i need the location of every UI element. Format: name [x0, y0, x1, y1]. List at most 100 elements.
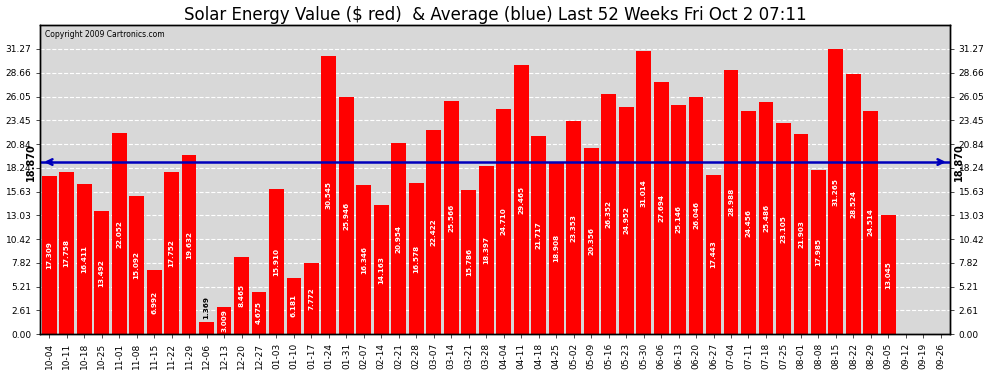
- Text: 18.870: 18.870: [26, 143, 36, 181]
- Bar: [601, 94, 616, 334]
- Text: 4.675: 4.675: [256, 302, 262, 324]
- Bar: [286, 278, 301, 334]
- Text: 16.411: 16.411: [81, 245, 87, 273]
- Bar: [863, 111, 878, 334]
- Bar: [181, 155, 196, 334]
- Text: 28.988: 28.988: [728, 188, 734, 216]
- Text: 16.346: 16.346: [361, 246, 367, 274]
- Bar: [112, 133, 127, 334]
- Text: 24.514: 24.514: [868, 209, 874, 236]
- Bar: [42, 176, 56, 334]
- Text: 15.092: 15.092: [134, 251, 140, 279]
- Bar: [251, 291, 266, 334]
- Text: 17.758: 17.758: [63, 239, 69, 267]
- Text: 20.954: 20.954: [396, 225, 402, 253]
- Text: 26.046: 26.046: [693, 201, 699, 229]
- Bar: [339, 98, 353, 334]
- Text: 25.146: 25.146: [675, 206, 681, 234]
- Text: 15.786: 15.786: [465, 248, 472, 276]
- Text: 7.772: 7.772: [309, 287, 315, 310]
- Bar: [304, 263, 319, 334]
- Bar: [724, 70, 739, 334]
- Text: 24.456: 24.456: [745, 209, 751, 237]
- Bar: [444, 101, 458, 334]
- Bar: [94, 211, 109, 334]
- Bar: [758, 102, 773, 334]
- Bar: [671, 105, 686, 334]
- Bar: [584, 148, 599, 334]
- Bar: [742, 111, 756, 334]
- Text: Copyright 2009 Cartronics.com: Copyright 2009 Cartronics.com: [45, 30, 164, 39]
- Text: 25.566: 25.566: [448, 203, 454, 232]
- Bar: [59, 172, 74, 334]
- Bar: [269, 189, 284, 334]
- Text: 6.181: 6.181: [291, 294, 297, 318]
- Text: 16.578: 16.578: [414, 244, 420, 273]
- Text: 25.486: 25.486: [763, 204, 769, 232]
- Bar: [829, 49, 843, 334]
- Text: 27.694: 27.694: [658, 194, 664, 222]
- Text: 24.952: 24.952: [623, 206, 629, 234]
- Bar: [461, 190, 476, 334]
- Text: 23.353: 23.353: [570, 214, 576, 242]
- Text: 20.356: 20.356: [588, 227, 594, 255]
- Bar: [619, 106, 634, 334]
- Text: 18.908: 18.908: [553, 234, 559, 262]
- Bar: [427, 130, 442, 334]
- Text: 15.910: 15.910: [273, 248, 279, 276]
- Text: 6.992: 6.992: [151, 291, 157, 314]
- Text: 13.492: 13.492: [99, 259, 105, 286]
- Bar: [77, 184, 92, 334]
- Text: 14.163: 14.163: [378, 256, 384, 284]
- Text: 29.465: 29.465: [518, 186, 525, 214]
- Text: 23.105: 23.105: [780, 215, 786, 243]
- Text: 1.369: 1.369: [204, 296, 210, 319]
- Text: 19.632: 19.632: [186, 231, 192, 259]
- Bar: [514, 65, 529, 334]
- Text: 22.422: 22.422: [431, 218, 437, 246]
- Bar: [322, 56, 337, 334]
- Text: 24.710: 24.710: [501, 208, 507, 236]
- Bar: [811, 170, 826, 334]
- Bar: [199, 322, 214, 334]
- Bar: [532, 136, 546, 334]
- Text: 18.397: 18.397: [483, 236, 489, 264]
- Text: 21.903: 21.903: [798, 220, 804, 248]
- Text: 18.870: 18.870: [954, 143, 964, 181]
- Text: 31.265: 31.265: [833, 178, 839, 206]
- Bar: [566, 121, 581, 334]
- Bar: [794, 134, 809, 334]
- Text: 8.465: 8.465: [239, 284, 245, 307]
- Bar: [776, 123, 791, 334]
- Bar: [548, 162, 563, 334]
- Bar: [356, 185, 371, 334]
- Bar: [479, 166, 494, 334]
- Text: 22.052: 22.052: [116, 220, 122, 248]
- Bar: [653, 81, 668, 334]
- Text: 3.009: 3.009: [221, 309, 227, 332]
- Text: 21.717: 21.717: [536, 221, 542, 249]
- Bar: [689, 97, 704, 334]
- Bar: [496, 109, 511, 334]
- Text: 17.443: 17.443: [711, 241, 717, 268]
- Bar: [374, 205, 389, 334]
- Text: 28.524: 28.524: [850, 190, 856, 218]
- Text: 17.985: 17.985: [816, 238, 822, 266]
- Text: 17.752: 17.752: [168, 239, 174, 267]
- Text: 30.545: 30.545: [326, 181, 332, 209]
- Text: 17.309: 17.309: [47, 241, 52, 269]
- Text: 31.014: 31.014: [641, 179, 646, 207]
- Text: 26.352: 26.352: [606, 200, 612, 228]
- Bar: [164, 172, 179, 334]
- Bar: [409, 183, 424, 334]
- Bar: [706, 175, 721, 334]
- Bar: [217, 307, 232, 334]
- Bar: [129, 196, 144, 334]
- Text: 13.045: 13.045: [885, 261, 891, 289]
- Bar: [391, 143, 406, 334]
- Bar: [147, 270, 161, 334]
- Bar: [637, 51, 651, 334]
- Bar: [234, 257, 248, 334]
- Title: Solar Energy Value ($ red)  & Average (blue) Last 52 Weeks Fri Oct 2 07:11: Solar Energy Value ($ red) & Average (bl…: [184, 6, 806, 24]
- Bar: [846, 74, 861, 334]
